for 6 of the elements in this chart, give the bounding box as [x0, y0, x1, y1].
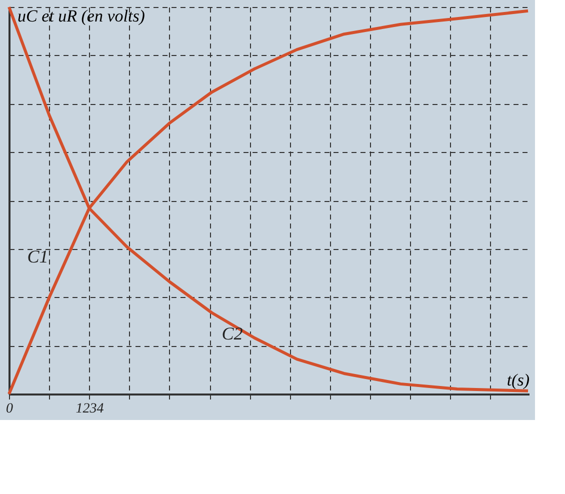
x-tick-label: 1234: [76, 402, 104, 416]
x-tick-label: 0: [6, 402, 13, 416]
y-axis-title: uC et uR (en volts): [18, 6, 146, 26]
x-axis-title: t(s): [506, 370, 530, 390]
series-label: C1: [27, 246, 48, 266]
series-label: C2: [222, 324, 243, 344]
